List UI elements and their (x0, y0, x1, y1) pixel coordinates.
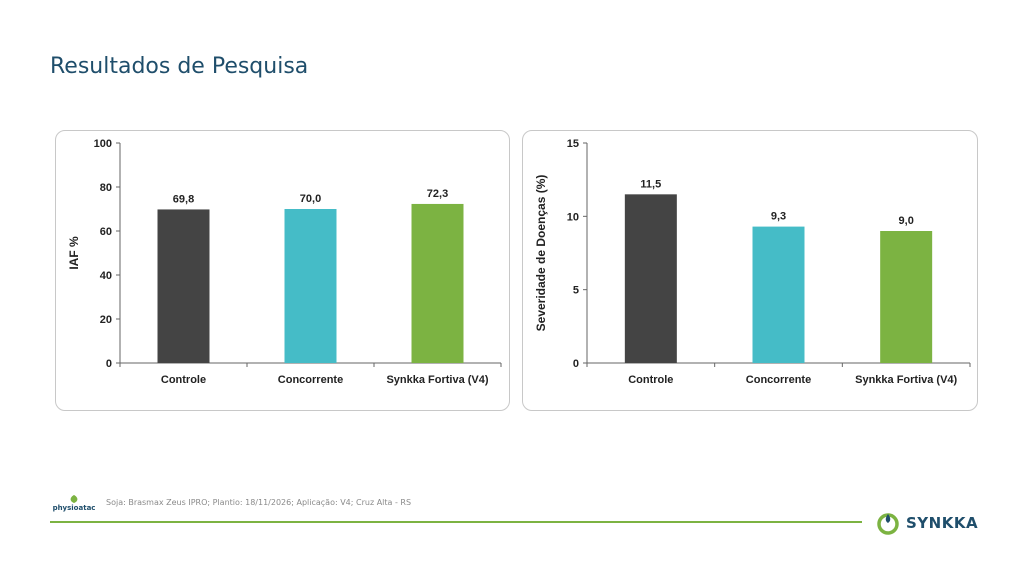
severity-bar-1 (624, 194, 677, 363)
iaf-value-label: 70,0 (300, 193, 321, 205)
severity-value-label: 9,3 (771, 211, 786, 223)
page-title: Resultados de Pesquisa (50, 54, 309, 79)
iaf-bar-1 (157, 209, 210, 363)
severity-value-label: 11,5 (640, 178, 661, 190)
synkka-drop-icon (885, 514, 891, 523)
iaf-y-tick-label: 40 (100, 270, 112, 282)
brand-name: SYNKKA (906, 514, 979, 532)
severity-category-label: Synkka Fortiva (V4) (855, 374, 957, 386)
iaf-category-label: Controle (161, 374, 206, 386)
iaf-y-tick-label: 20 (100, 314, 112, 326)
synkka-logo (877, 513, 899, 535)
severity-y-tick-label: 5 (573, 285, 579, 297)
iaf-chart-card: 0 20 40 60 80 100 IAF % 69,8 Controle 70,0 Concorr… (55, 130, 510, 411)
footer-divider (50, 521, 862, 523)
iaf-value-label: 72,3 (427, 188, 448, 200)
physioatac-logo: physioatac (53, 495, 96, 512)
iaf-y-tick-label: 100 (94, 138, 112, 150)
iaf-y-tick-label: 80 (100, 182, 112, 194)
severity-bar-2 (752, 226, 805, 363)
iaf-bar-chart: 0 20 40 60 80 100 IAF % 69,8 Controle 70,0 Concorr… (67, 138, 502, 386)
severity-y-tick-label: 10 (567, 211, 579, 223)
footer-note: Soja: Brasmax Zeus IPRO; Plantio: 18/11/… (106, 498, 412, 507)
iaf-bar-3 (411, 203, 464, 363)
severity-value-label: 9,0 (899, 215, 914, 227)
severity-y-tick-label: 0 (573, 358, 579, 370)
iaf-bar-2 (284, 209, 337, 363)
iaf-category-label: Synkka Fortiva (V4) (386, 374, 488, 386)
severity-category-label: Concorrente (746, 374, 811, 386)
physioatac-logo-text: physioatac (53, 504, 96, 512)
iaf-y-axis-label: IAF % (67, 236, 81, 270)
iaf-value-label: 69,8 (173, 193, 194, 205)
iaf-y-tick-label: 60 (100, 226, 112, 238)
severity-bar-3 (880, 231, 933, 363)
iaf-y-tick-label: 0 (106, 358, 112, 370)
severity-chart-card: 0 5 10 15 Severidade de Doenças (%) 11,5 Contr… (522, 130, 978, 411)
severity-y-axis-label: Severidade de Doenças (%) (534, 175, 548, 332)
severity-y-tick-label: 15 (567, 138, 579, 150)
severity-bar-chart: 0 5 10 15 Severidade de Doenças (%) 11,5 Contr… (534, 138, 971, 386)
severity-category-label: Controle (628, 374, 673, 386)
iaf-category-label: Concorrente (278, 374, 343, 386)
